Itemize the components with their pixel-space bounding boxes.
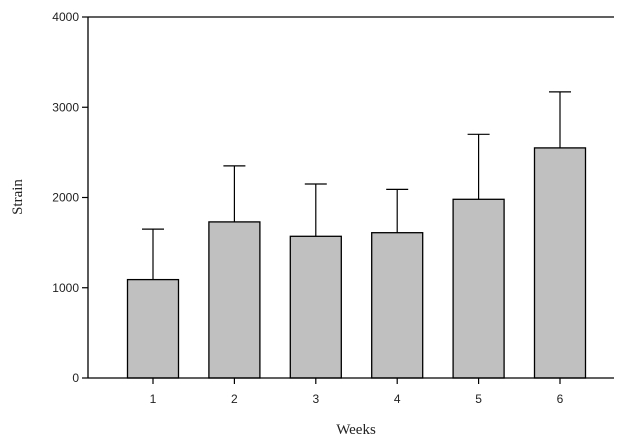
y-tick-label-1000: 1000: [52, 281, 79, 295]
y-tick-label-3000: 3000: [52, 100, 79, 114]
x-tick-label-2: 2: [231, 392, 238, 406]
bar-week-6: [533, 147, 587, 379]
x-tick-label-3: 3: [312, 392, 319, 406]
error-bars-layer: [142, 91, 571, 280]
bar-week-1: [126, 278, 180, 379]
y-axis-title: Strain: [10, 179, 26, 215]
bar-week-2: [208, 221, 261, 379]
y-tick-label-4000: 4000: [52, 10, 79, 24]
bar-week-5: [452, 198, 505, 379]
bars-layer: [126, 147, 587, 379]
x-tick-label-1: 1: [150, 392, 157, 406]
bar-week-3: [289, 235, 342, 379]
axes-layer: [82, 16, 614, 384]
tick-labels-layer: 0 1000 2000 3000 4000 1 2 3 4 5 6: [52, 10, 563, 406]
x-tick-label-5: 5: [475, 392, 482, 406]
bar-week-4: [371, 232, 424, 379]
x-tick-label-4: 4: [394, 392, 401, 406]
x-axis-title: Weeks: [336, 422, 376, 438]
y-tick-label-0: 0: [72, 371, 79, 385]
y-tick-label-2000: 2000: [52, 191, 79, 205]
x-tick-label-6: 6: [557, 392, 564, 406]
